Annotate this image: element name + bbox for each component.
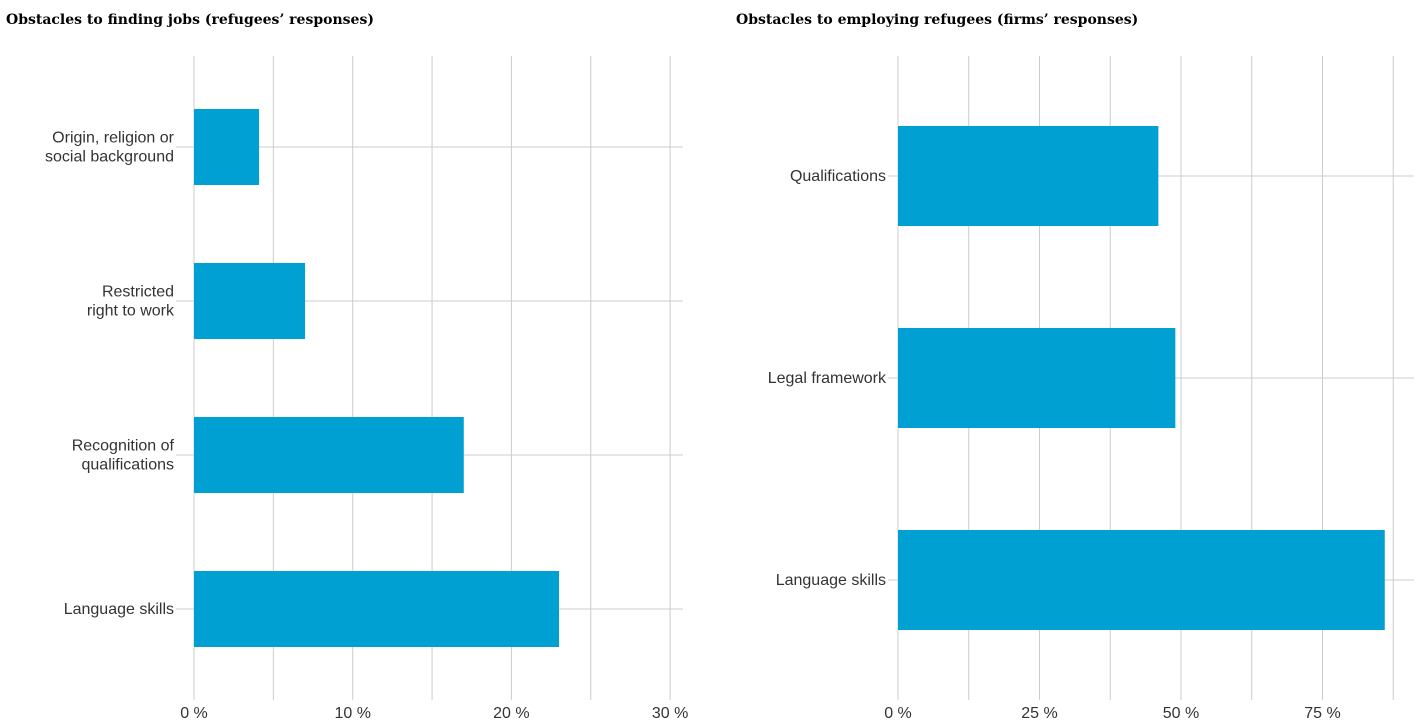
category-label: Origin, religion or social background [45,130,175,166]
x-tick-label: 10 % [334,705,370,720]
x-tick-label: 0 % [180,705,208,720]
bar [898,530,1385,630]
category-label: Recognition of qualifications [72,438,175,474]
bar [194,109,260,185]
x-tick-label: 0 % [884,705,912,720]
x-tick-label: 30 % [652,705,688,720]
category-label: Language skills [64,601,174,618]
category-label: Language skills [776,572,886,589]
chart-title-refugees: Obstacles to finding jobs (refugees’ res… [6,12,374,28]
bar [194,417,464,493]
category-label: Qualifications [790,168,886,185]
bar [898,328,1176,428]
x-tick-label: 75 % [1304,705,1340,720]
bar [194,263,306,339]
x-tick-label: 20 % [493,705,529,720]
x-tick-label: 25 % [1021,705,1057,720]
bar [898,126,1159,226]
chart-title-firms: Obstacles to employing refugees (firms’ … [736,12,1139,28]
x-tick-label: 50 % [1163,705,1199,720]
category-label: Restricted right to work [87,284,175,320]
bar [194,571,560,647]
category-label: Legal framework [768,370,887,387]
